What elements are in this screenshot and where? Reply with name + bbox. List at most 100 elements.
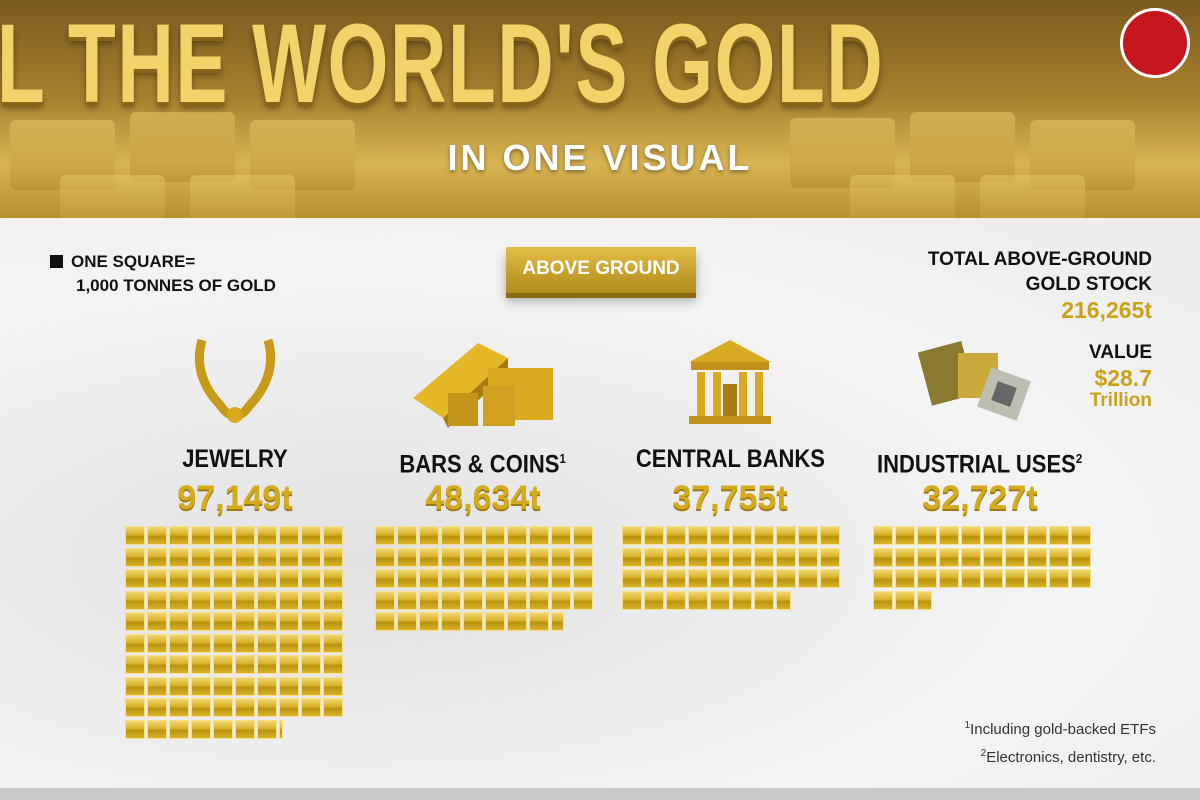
gold-square bbox=[169, 698, 189, 717]
gold-square bbox=[666, 526, 686, 545]
gold-square bbox=[732, 547, 752, 567]
gold-bars-coins-icon bbox=[413, 343, 553, 428]
gold-square bbox=[323, 590, 343, 610]
gold-square bbox=[463, 590, 483, 610]
gold-square bbox=[644, 547, 664, 567]
gold-square bbox=[397, 612, 417, 631]
gold-square bbox=[939, 547, 959, 567]
gold-square bbox=[191, 655, 211, 674]
gold-square bbox=[644, 569, 664, 588]
gold-square bbox=[573, 547, 593, 567]
gold-square bbox=[1071, 569, 1091, 588]
gold-square bbox=[939, 526, 959, 545]
gold-square bbox=[397, 547, 417, 567]
gold-square bbox=[235, 633, 255, 653]
gold-square bbox=[1005, 526, 1025, 545]
gold-square bbox=[1005, 569, 1025, 588]
gold-square bbox=[873, 526, 893, 545]
gold-square bbox=[754, 569, 774, 588]
gold-square bbox=[732, 590, 752, 610]
gold-square bbox=[235, 590, 255, 610]
gold-square bbox=[776, 526, 796, 545]
gold-square bbox=[1027, 526, 1047, 545]
gold-square bbox=[279, 590, 299, 610]
gold-square bbox=[213, 590, 233, 610]
category-value-bars-coins: 48,634t bbox=[425, 479, 541, 517]
gold-square bbox=[213, 547, 233, 567]
gold-square bbox=[507, 547, 527, 567]
gold-square bbox=[147, 612, 167, 631]
gold-square bbox=[147, 590, 167, 610]
gold-square bbox=[235, 676, 255, 696]
gold-square bbox=[125, 676, 145, 696]
gold-square bbox=[323, 526, 343, 545]
gold-square bbox=[551, 612, 564, 631]
gold-square bbox=[147, 719, 167, 739]
gold-square bbox=[551, 526, 571, 545]
gold-square bbox=[573, 590, 593, 610]
gold-square bbox=[257, 547, 277, 567]
gold-square bbox=[1049, 547, 1069, 567]
gold-square bbox=[323, 676, 343, 696]
gold-square bbox=[191, 676, 211, 696]
gold-square bbox=[323, 633, 343, 653]
microchip-icon bbox=[918, 340, 1031, 421]
gold-square bbox=[622, 547, 642, 567]
gold-square bbox=[257, 698, 277, 717]
gold-square bbox=[710, 526, 730, 545]
logo bbox=[1120, 8, 1190, 78]
gold-square bbox=[235, 526, 255, 545]
gold-square bbox=[375, 547, 395, 567]
gold-square bbox=[983, 547, 1003, 567]
gold-square bbox=[441, 569, 461, 588]
stock-value: 216,265t bbox=[1061, 297, 1152, 323]
gold-square bbox=[507, 526, 527, 545]
gold-square bbox=[213, 676, 233, 696]
gold-square bbox=[485, 612, 505, 631]
gold-square bbox=[169, 526, 189, 545]
gold-square bbox=[776, 569, 796, 588]
value-amount: $28.7 bbox=[1094, 365, 1152, 391]
page-subtitle: IN ONE VISUAL bbox=[447, 137, 753, 178]
gold-square bbox=[666, 569, 686, 588]
category-value-jewelry: 97,149t bbox=[177, 479, 293, 517]
gold-square bbox=[895, 547, 915, 567]
gold-square bbox=[147, 547, 167, 567]
square-icon bbox=[50, 255, 63, 268]
gold-square bbox=[279, 569, 299, 588]
gold-square bbox=[397, 526, 417, 545]
gold-square bbox=[917, 590, 932, 610]
gold-square bbox=[279, 526, 299, 545]
gold-square bbox=[147, 526, 167, 545]
gold-square bbox=[1049, 569, 1069, 588]
category-value-industrial-uses: 32,727t bbox=[922, 479, 1038, 517]
gold-square bbox=[983, 569, 1003, 588]
gold-square bbox=[961, 526, 981, 545]
gold-square bbox=[754, 526, 774, 545]
total-value: VALUE $28.7 Trillion bbox=[1089, 340, 1152, 411]
gold-square bbox=[191, 698, 211, 717]
gold-square bbox=[301, 612, 321, 631]
gold-square bbox=[732, 569, 752, 588]
gold-square bbox=[213, 526, 233, 545]
gold-square bbox=[257, 633, 277, 653]
gold-square bbox=[301, 590, 321, 610]
gold-square bbox=[710, 590, 730, 610]
gold-square bbox=[529, 612, 549, 631]
gold-square bbox=[169, 612, 189, 631]
gold-square bbox=[213, 719, 233, 739]
gold-square bbox=[257, 590, 277, 610]
gold-square bbox=[688, 590, 708, 610]
gold-square bbox=[622, 590, 642, 610]
gold-square bbox=[375, 569, 395, 588]
gold-square bbox=[1071, 547, 1091, 567]
gold-square bbox=[375, 526, 395, 545]
gold-square bbox=[125, 698, 145, 717]
gold-square bbox=[213, 569, 233, 588]
gold-square bbox=[169, 655, 189, 674]
category-value-central-banks: 37,755t bbox=[672, 479, 788, 517]
gold-square bbox=[147, 569, 167, 588]
gold-square bbox=[257, 676, 277, 696]
gold-square bbox=[235, 612, 255, 631]
gold-square bbox=[441, 547, 461, 567]
